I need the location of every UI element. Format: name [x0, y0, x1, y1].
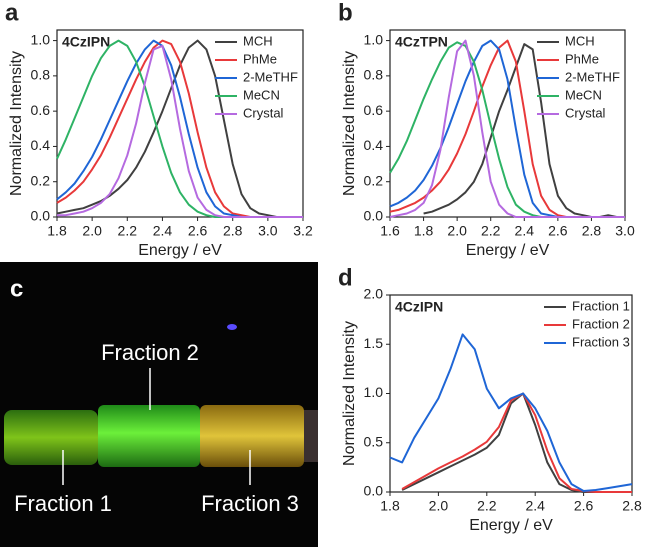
y-axis-label: Normalized Intensity: [8, 51, 25, 196]
x-tick-label: 2.6: [188, 223, 208, 239]
x-tick-label: 2.0: [82, 223, 102, 239]
y-tick-label: 0.2: [364, 172, 384, 188]
panel-label: c: [10, 275, 23, 302]
legend-label: Crystal: [565, 105, 606, 120]
legend-label: PhMe: [243, 51, 277, 66]
x-tick-label: 2.6: [574, 498, 594, 514]
plot-frame: [56, 29, 304, 218]
y-tick-label: 0.8: [31, 67, 51, 83]
y-tick-label: 0.2: [31, 172, 51, 188]
y-tick-label: 0.4: [31, 137, 51, 153]
legend-label: MeCN: [565, 87, 602, 102]
fraction-label: Fraction 3: [201, 491, 299, 516]
photo-panel: c Fraction 1 Fraction 2 Fraction 3: [0, 262, 318, 547]
tube-fraction-3: [200, 405, 304, 467]
series-line: [57, 44, 303, 218]
y-tick-label: 1.0: [364, 384, 384, 400]
panel-label: d: [338, 264, 353, 291]
x-tick-label: 1.6: [380, 223, 400, 239]
x-tick-label: 2.2: [118, 223, 138, 239]
x-tick-label: 2.2: [477, 498, 497, 514]
y-axis-label: Normalized Intensity: [341, 51, 358, 196]
x-tick-label: 3.2: [293, 223, 313, 239]
plot-title: 4CzIPN: [395, 299, 443, 315]
series-line: [401, 392, 632, 493]
y-tick-label: 0.8: [364, 67, 384, 83]
series-line: [389, 39, 625, 218]
legend-label: Crystal: [243, 105, 284, 120]
x-axis-label: Energy / eV: [466, 242, 550, 259]
legend-label: MCH: [565, 33, 595, 48]
series-line: [401, 392, 632, 493]
x-tick-label: 2.4: [515, 223, 535, 239]
legend-label: MeCN: [243, 87, 280, 102]
y-tick-label: 1.0: [364, 31, 384, 47]
y-tick-label: 0.0: [364, 483, 384, 499]
legend-label: PhMe: [565, 51, 599, 66]
y-tick-label: 0.5: [364, 433, 384, 449]
tube-end: [304, 410, 318, 462]
y-tick-label: 0.6: [31, 102, 51, 118]
x-tick-label: 2.2: [481, 223, 501, 239]
plot-frame: [389, 29, 626, 218]
plot-title: 4CzIPN: [62, 34, 110, 50]
legend-label: Fraction 3: [572, 334, 630, 349]
series-line: [389, 39, 625, 218]
fraction-label: Fraction 2: [101, 340, 199, 365]
y-tick-label: 2.0: [364, 286, 384, 302]
x-tick-label: 2.4: [525, 498, 545, 514]
x-tick-label: 3.0: [615, 223, 635, 239]
y-tick-label: 1.5: [364, 335, 384, 351]
x-tick-label: 1.8: [380, 498, 400, 514]
x-tick-label: 2.4: [153, 223, 173, 239]
x-tick-label: 3.0: [258, 223, 278, 239]
plot-title: 4CzTPN: [395, 34, 448, 50]
series-line: [389, 39, 625, 218]
legend-label: Fraction 1: [572, 298, 630, 313]
panel-label: a: [5, 0, 19, 26]
x-tick-label: 1.8: [47, 223, 67, 239]
tube-fraction-1: [4, 410, 98, 465]
x-tick-label: 2.0: [429, 498, 449, 514]
legend-label: 2-MeTHF: [243, 69, 298, 84]
y-tick-label: 0.0: [31, 208, 51, 224]
y-axis-label: Normalized Intensity: [341, 321, 358, 466]
x-tick-label: 2.0: [447, 223, 467, 239]
y-tick-label: 0.4: [364, 137, 384, 153]
x-tick-label: 1.8: [414, 223, 434, 239]
series-line: [389, 333, 633, 492]
y-tick-label: 0.0: [364, 208, 384, 224]
x-tick-label: 2.8: [223, 223, 243, 239]
x-tick-label: 2.6: [548, 223, 568, 239]
y-tick-label: 0.6: [364, 102, 384, 118]
panel-label: b: [338, 0, 353, 26]
y-tick-label: 1.0: [31, 31, 51, 47]
fraction-label: Fraction 1: [14, 491, 112, 516]
legend-label: MCH: [243, 33, 273, 48]
x-axis-label: Energy / eV: [469, 517, 553, 534]
tube-fraction-2: [98, 405, 200, 467]
legend-label: Fraction 2: [572, 316, 630, 331]
legend-label: 2-MeTHF: [565, 69, 620, 84]
photo-background: [0, 262, 318, 547]
x-tick-label: 2.8: [582, 223, 602, 239]
uv-spot: [227, 324, 237, 330]
x-axis-label: Energy / eV: [138, 242, 222, 259]
x-tick-label: 2.8: [622, 498, 642, 514]
